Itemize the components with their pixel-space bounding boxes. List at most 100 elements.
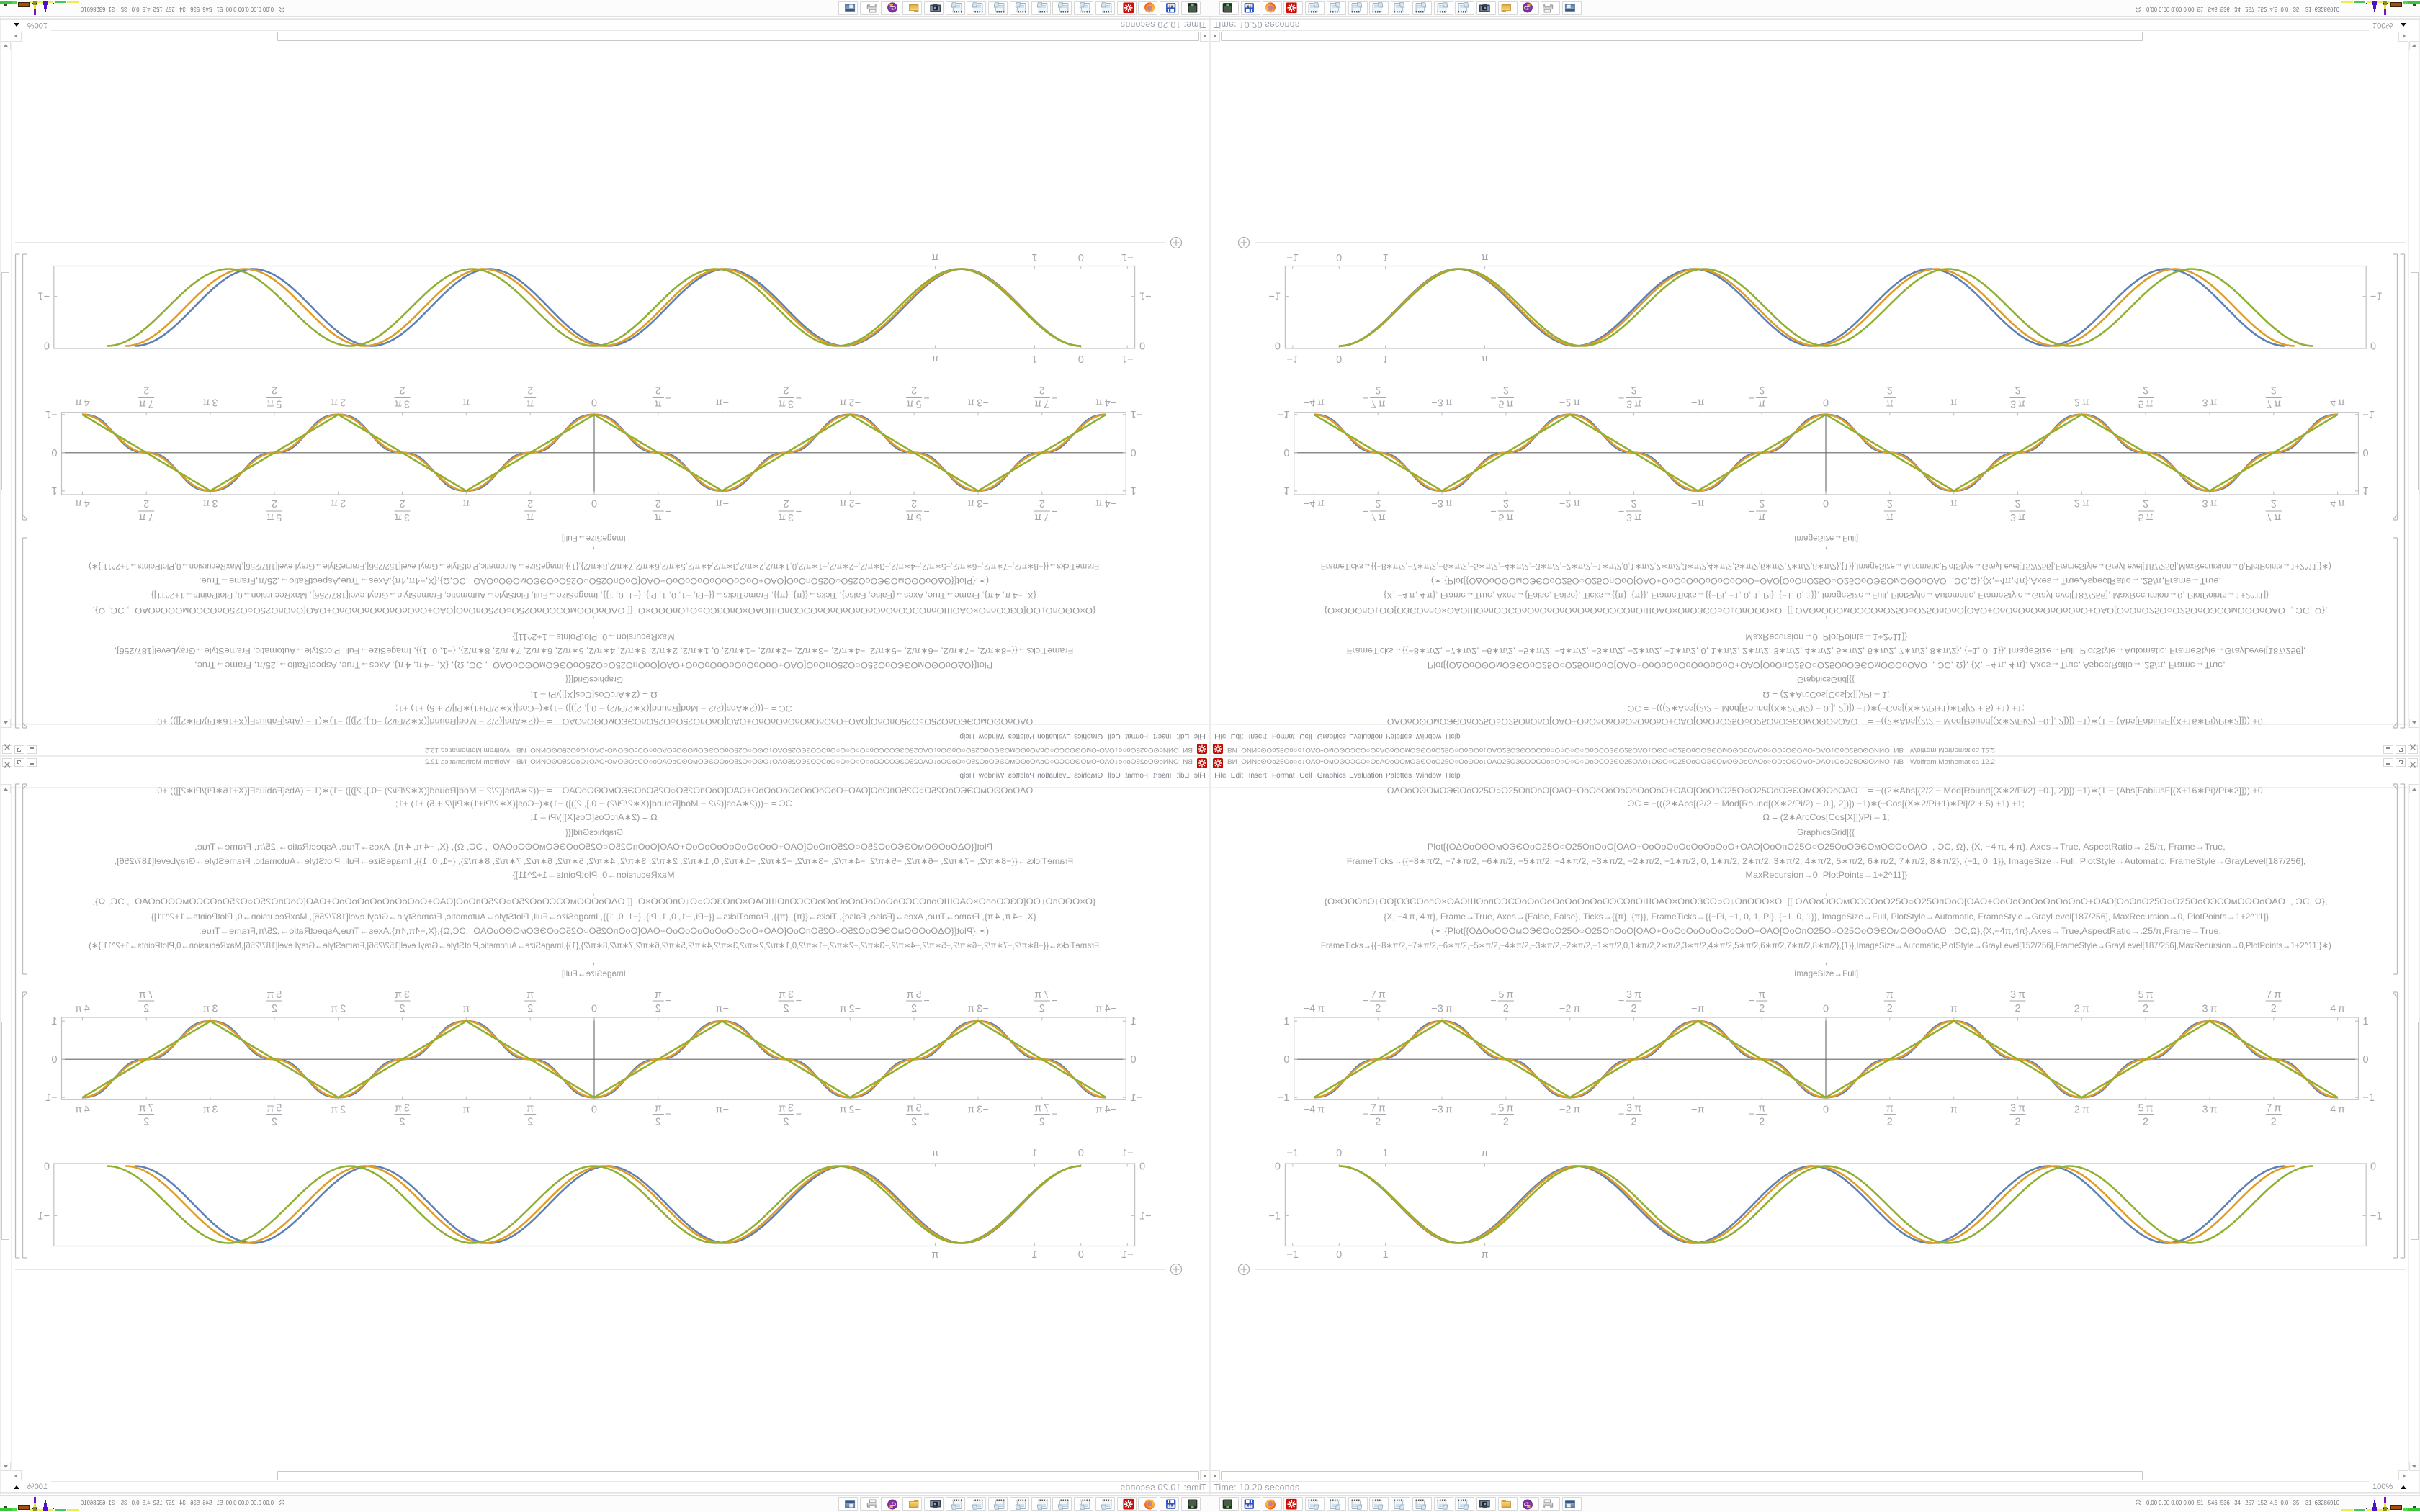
svg-text:5 π: 5 π xyxy=(2138,511,2154,523)
svg-text:3 π: 3 π xyxy=(2010,1103,2025,1115)
svg-text:−: − xyxy=(666,996,671,1007)
svg-text:2: 2 xyxy=(1759,1003,1765,1014)
svg-text:0: 0 xyxy=(1078,1148,1084,1159)
svg-text:2: 2 xyxy=(2143,384,2148,395)
svg-text:π: π xyxy=(526,1103,534,1115)
svg-text:π: π xyxy=(1758,511,1765,523)
svg-text:7 π: 7 π xyxy=(2266,1103,2281,1115)
svg-text:2: 2 xyxy=(1887,384,1893,395)
svg-text:3 π: 3 π xyxy=(203,1104,218,1116)
svg-text:−4 π: −4 π xyxy=(1304,1104,1325,1116)
svg-text:2: 2 xyxy=(655,384,661,395)
svg-text:3 π: 3 π xyxy=(2202,1004,2218,1015)
svg-text:7 π: 7 π xyxy=(2266,511,2281,523)
svg-text:2: 2 xyxy=(1039,1003,1045,1014)
svg-text:π: π xyxy=(462,396,470,408)
svg-text:π: π xyxy=(1758,1103,1765,1115)
svg-text:5 π: 5 π xyxy=(1498,397,1513,409)
svg-text:2: 2 xyxy=(272,1003,277,1014)
svg-text:−3 π: −3 π xyxy=(967,498,988,509)
svg-text:−: − xyxy=(666,1109,671,1120)
svg-text:π: π xyxy=(655,397,662,409)
svg-text:3 π: 3 π xyxy=(203,498,218,509)
svg-text:π: π xyxy=(655,511,662,523)
svg-text:π: π xyxy=(1950,498,1958,509)
svg-text:2: 2 xyxy=(1887,498,1893,509)
svg-text:0: 0 xyxy=(1283,446,1289,458)
svg-text:0: 0 xyxy=(1336,353,1342,364)
svg-text:π: π xyxy=(526,397,534,409)
svg-text:2: 2 xyxy=(1631,498,1636,509)
svg-text:−3 π: −3 π xyxy=(1431,1104,1452,1116)
svg-text:2: 2 xyxy=(1887,1117,1893,1128)
svg-text:4 π: 4 π xyxy=(75,396,90,408)
svg-text:1: 1 xyxy=(1383,353,1389,364)
svg-text:2: 2 xyxy=(527,1117,533,1128)
svg-text:−: − xyxy=(796,996,802,1007)
svg-text:π: π xyxy=(655,1103,662,1115)
svg-text:5 π: 5 π xyxy=(907,1103,922,1115)
svg-text:π: π xyxy=(655,989,662,1001)
svg-text:3 π: 3 π xyxy=(395,511,410,523)
svg-text:−: − xyxy=(1490,996,1496,1007)
svg-text:1: 1 xyxy=(1131,485,1137,496)
svg-text:0: 0 xyxy=(1131,446,1137,458)
svg-text:−π: −π xyxy=(1691,1004,1704,1015)
svg-text:−3 π: −3 π xyxy=(967,396,988,408)
svg-text:−: − xyxy=(1618,505,1624,517)
svg-text:5 π: 5 π xyxy=(266,989,282,1001)
svg-text:−: − xyxy=(1052,996,1057,1007)
svg-text:2: 2 xyxy=(1375,498,1381,509)
svg-text:−: − xyxy=(923,392,929,403)
svg-text:4 π: 4 π xyxy=(75,498,90,509)
svg-text:π: π xyxy=(462,1104,470,1116)
svg-text:−4 π: −4 π xyxy=(1095,396,1116,408)
svg-text:7 π: 7 π xyxy=(139,1103,154,1115)
svg-text:π: π xyxy=(931,1148,938,1159)
svg-text:0: 0 xyxy=(591,498,597,509)
svg-text:π: π xyxy=(1481,353,1488,364)
svg-text:1: 1 xyxy=(2363,485,2369,496)
svg-text:2: 2 xyxy=(1631,384,1636,395)
svg-text:2: 2 xyxy=(1887,1003,1893,1014)
svg-text:π: π xyxy=(931,353,938,364)
svg-text:−1: −1 xyxy=(2363,1092,2375,1104)
svg-text:2: 2 xyxy=(272,498,277,509)
svg-text:2: 2 xyxy=(1375,384,1381,395)
svg-text:2: 2 xyxy=(2271,1117,2277,1128)
svg-text:2: 2 xyxy=(527,384,533,395)
svg-text:−: − xyxy=(1490,1109,1496,1120)
svg-text:3 π: 3 π xyxy=(779,989,794,1001)
svg-text:0: 0 xyxy=(51,446,57,458)
svg-text:−3 π: −3 π xyxy=(1431,1004,1452,1015)
svg-text:2: 2 xyxy=(399,384,405,395)
svg-text:7 π: 7 π xyxy=(1034,989,1049,1001)
svg-text:7 π: 7 π xyxy=(1034,1103,1049,1115)
svg-text:5 π: 5 π xyxy=(266,1103,282,1115)
svg-text:2: 2 xyxy=(143,384,149,395)
svg-text:1: 1 xyxy=(1383,251,1389,263)
svg-text:2: 2 xyxy=(2271,1003,2277,1014)
svg-text:−π: −π xyxy=(1691,498,1704,509)
svg-text:5 π: 5 π xyxy=(907,989,922,1001)
svg-text:−1: −1 xyxy=(1131,408,1143,420)
svg-text:5 π: 5 π xyxy=(907,397,922,409)
svg-text:2 π: 2 π xyxy=(331,1104,346,1116)
svg-text:−1: −1 xyxy=(45,408,58,420)
svg-text:3 π: 3 π xyxy=(395,397,410,409)
svg-text:−: − xyxy=(1363,996,1368,1007)
svg-text:4 π: 4 π xyxy=(2330,1104,2345,1116)
svg-text:3 π: 3 π xyxy=(395,989,410,1001)
svg-text:−2 π: −2 π xyxy=(1559,498,1580,509)
svg-text:1: 1 xyxy=(1283,1016,1289,1027)
svg-text:−1: −1 xyxy=(37,290,50,302)
svg-text:π: π xyxy=(1886,397,1894,409)
svg-text:2: 2 xyxy=(655,498,661,509)
svg-text:−1: −1 xyxy=(1121,1249,1134,1261)
svg-text:−: − xyxy=(796,1109,802,1120)
svg-text:0: 0 xyxy=(1823,396,1829,408)
svg-text:5 π: 5 π xyxy=(1498,989,1513,1001)
svg-text:−π: −π xyxy=(715,396,728,408)
svg-text:2: 2 xyxy=(1039,384,1045,395)
svg-text:5 π: 5 π xyxy=(2138,397,2154,409)
